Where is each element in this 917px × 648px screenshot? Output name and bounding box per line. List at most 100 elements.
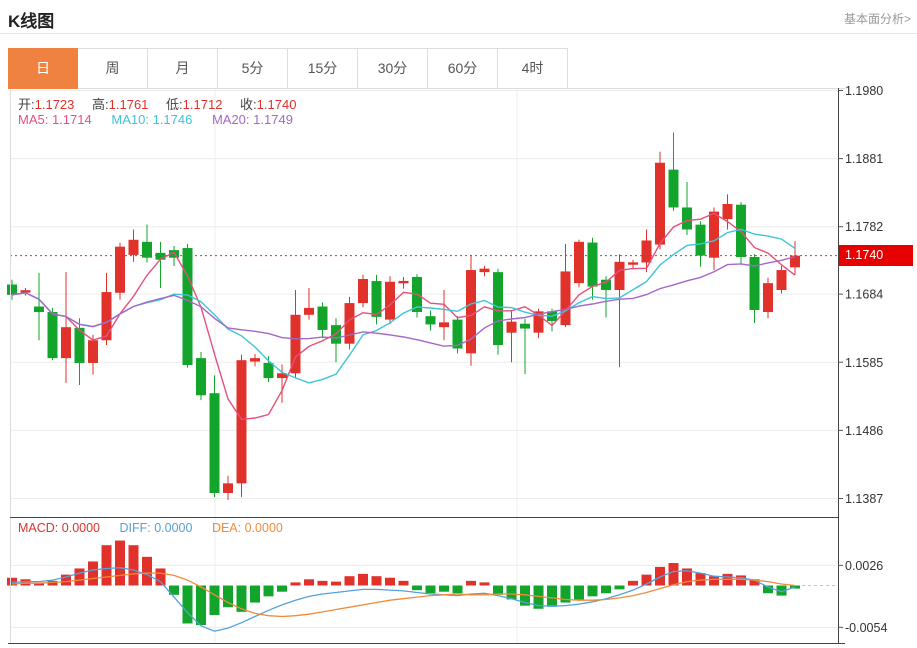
candle-body xyxy=(682,207,692,230)
dea-line xyxy=(11,572,796,618)
diff-value-legend: DIFF: 0.0000 xyxy=(119,521,193,535)
macd-hist-bar xyxy=(209,585,220,615)
candle-body xyxy=(385,281,395,320)
macd-hist-bar xyxy=(398,580,409,586)
candle-body xyxy=(236,360,247,484)
price-axis-label: 1.1881 xyxy=(845,152,883,166)
macd-hist-bar xyxy=(695,573,706,586)
candle-body xyxy=(520,323,530,329)
macd-hist-bar xyxy=(115,540,125,586)
candle-body xyxy=(317,306,328,330)
macd-hist-bar xyxy=(641,574,652,586)
candle-body xyxy=(560,271,571,326)
macd-hist-bar xyxy=(250,585,260,603)
candle-body xyxy=(574,241,584,284)
candle-body xyxy=(196,358,206,396)
macd-hist-bar xyxy=(614,585,625,590)
macd-hist-bar xyxy=(304,579,314,586)
candle-body xyxy=(587,242,598,287)
tab-period-5[interactable]: 30分 xyxy=(358,48,428,89)
low-label: 低: xyxy=(166,97,183,112)
open-value: 1.1723 xyxy=(34,97,75,112)
macd-hist-bar xyxy=(466,580,476,586)
tab-period-3[interactable]: 5分 xyxy=(218,48,288,89)
candle-body xyxy=(142,241,152,258)
macd-hist-bar xyxy=(223,585,233,608)
candle-body xyxy=(304,307,314,315)
candle-body xyxy=(533,311,544,333)
ma20-line xyxy=(11,256,796,347)
macd-hist-bar xyxy=(506,585,517,600)
candle-body xyxy=(169,250,179,258)
candle-body xyxy=(344,303,355,344)
tab-period-7[interactable]: 4时 xyxy=(498,48,568,89)
fundamental-analysis-link[interactable]: 基本面分析> xyxy=(843,12,911,26)
macd-hist-bar xyxy=(88,561,98,586)
ma5-line xyxy=(11,212,796,421)
current-price-tag: 1.1740 xyxy=(839,245,913,266)
macd-hist-bar xyxy=(709,576,719,586)
tab-period-1[interactable]: 周 xyxy=(78,48,148,89)
macd-hist-bar xyxy=(47,580,58,586)
candle-body xyxy=(74,327,85,363)
candle-body xyxy=(115,246,125,293)
macd-hist-bar xyxy=(425,585,436,594)
tab-period-6[interactable]: 60分 xyxy=(428,48,498,89)
candle-body xyxy=(439,322,449,328)
tab-bar: 日周月 5分 15分 30分 60分 4时 xyxy=(8,48,568,89)
macd-hist-bar xyxy=(682,568,692,586)
macd-hist-bar xyxy=(655,566,665,586)
candle-body xyxy=(61,327,71,359)
candle-body xyxy=(466,270,476,354)
candle-body xyxy=(209,393,220,493)
macd-hist-bar xyxy=(385,577,395,586)
macd-hist-bar xyxy=(574,585,584,600)
macd-hist-bar xyxy=(601,585,611,594)
macd-hist-bar xyxy=(344,576,355,586)
macd-hist-bar xyxy=(493,585,503,595)
candle-body xyxy=(101,292,112,341)
macd-hist-bar xyxy=(182,585,193,624)
page-title: K线图 xyxy=(8,12,55,31)
tab-period-4[interactable]: 15分 xyxy=(288,48,358,89)
close-value: 1.1740 xyxy=(256,97,297,112)
candle-body xyxy=(223,483,233,493)
candle-body xyxy=(655,162,665,245)
candle-body xyxy=(398,280,409,284)
macd-hist-bar xyxy=(439,585,449,592)
macd-hist-bar xyxy=(412,585,422,591)
ma5-legend: MA5: 1.1714 xyxy=(18,112,92,127)
macd-axis-label: 0.0026 xyxy=(845,559,883,573)
tab-period-2[interactable]: 月 xyxy=(148,48,218,89)
price-axis-label: 1.1684 xyxy=(845,288,883,302)
candle-body xyxy=(709,211,719,258)
candle-body xyxy=(88,340,98,363)
price-axis-label: 1.1585 xyxy=(845,356,883,370)
macd-hist-bar xyxy=(749,579,760,586)
ma20-legend: MA20: 1.1749 xyxy=(211,112,293,127)
price-axis-label: 1.1387 xyxy=(845,492,883,506)
price-axis-label: 1.1486 xyxy=(845,424,883,438)
tab-period-0[interactable]: 日 xyxy=(8,48,78,89)
ma-legend: MA5: 1.1714 MA10: 1.1746 MA20: 1.1749 xyxy=(18,112,293,127)
candle-body xyxy=(601,279,611,291)
candle-body xyxy=(790,255,800,268)
macd-hist-bar xyxy=(169,585,179,595)
close-label: 收: xyxy=(240,97,257,112)
candle-body xyxy=(371,281,382,317)
macd-hist-bar xyxy=(520,585,530,606)
candle-body xyxy=(763,283,773,313)
open-label: 开: xyxy=(18,97,35,112)
candle-body xyxy=(250,358,260,362)
macd-hist-bar xyxy=(628,580,638,586)
candle-body xyxy=(749,256,760,310)
macd-hist-bar xyxy=(236,585,247,612)
macd-hist-bar xyxy=(452,585,463,594)
macd-hist-bar xyxy=(533,585,544,609)
macd-hist-bar xyxy=(560,585,571,603)
macd-hist-bar xyxy=(763,585,773,594)
macd-hist-bar xyxy=(155,568,166,586)
high-label: 高: xyxy=(92,97,109,112)
macd-hist-bar xyxy=(61,574,71,586)
